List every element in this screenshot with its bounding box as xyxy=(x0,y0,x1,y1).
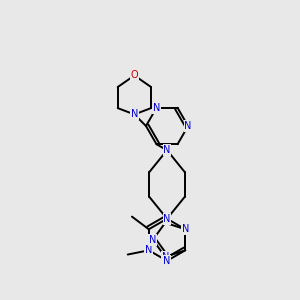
Text: N: N xyxy=(182,224,189,234)
Text: N: N xyxy=(145,245,152,255)
Text: N: N xyxy=(131,110,138,119)
Text: N: N xyxy=(149,235,157,245)
Text: N: N xyxy=(162,252,169,262)
Text: N: N xyxy=(163,256,171,266)
Text: N: N xyxy=(163,256,171,266)
Text: N: N xyxy=(163,145,171,155)
Text: N: N xyxy=(163,214,171,224)
Text: O: O xyxy=(130,70,138,80)
Text: N: N xyxy=(153,103,160,113)
Text: N: N xyxy=(184,121,192,131)
